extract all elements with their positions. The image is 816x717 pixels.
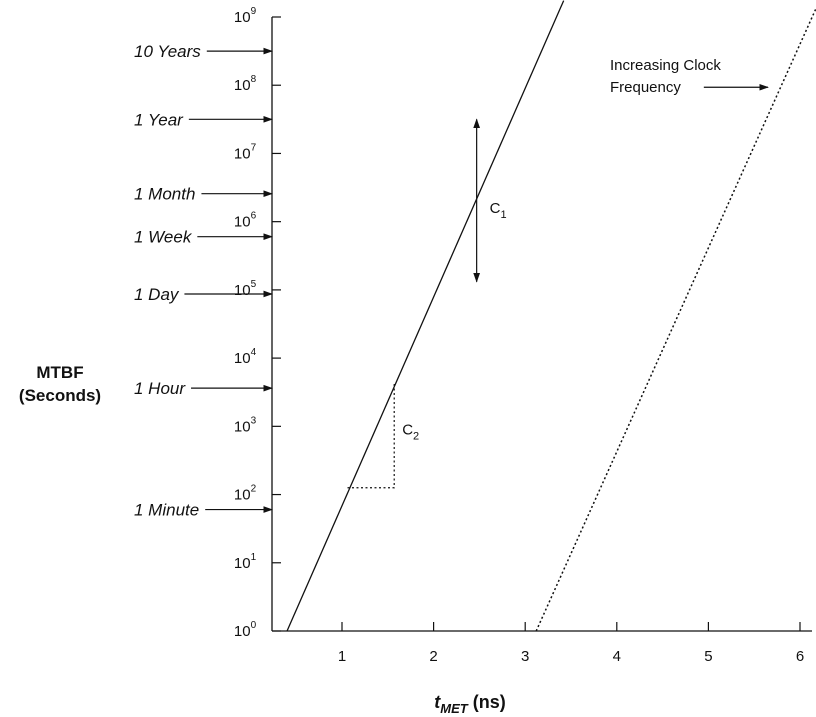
- y-tick-label: 106: [234, 211, 257, 231]
- reference-label: 10 Years: [134, 42, 201, 61]
- reference-label: 1 Month: [134, 185, 195, 204]
- y-axis-ticks: 100 101 102 103 104 105 106 107 108 109: [234, 6, 281, 640]
- x-axis-label-unit: (ns): [473, 692, 506, 712]
- x-tick-label: 4: [613, 648, 621, 665]
- c2-label: C2: [402, 422, 419, 443]
- y-tick-label: 104: [234, 347, 257, 367]
- x-tick-label: 3: [521, 648, 529, 665]
- reference-label: 1 Hour: [134, 379, 186, 398]
- reference-label: 1 Year: [134, 110, 184, 129]
- y-tick-label: 105: [234, 279, 257, 299]
- x-axis-label-sub: MET: [440, 701, 469, 716]
- y-tick-label: 100: [234, 620, 257, 640]
- reference-label: 1 Minute: [134, 501, 199, 520]
- clock-frequency-label-line1: Increasing Clock: [610, 57, 721, 74]
- y-axis-label-line2: (Seconds): [19, 386, 101, 405]
- annotations: C1 C2 Increasing Clock Frequency: [347, 57, 769, 489]
- x-tick-label: 6: [796, 648, 804, 665]
- reference-label: 1 Day: [134, 285, 180, 304]
- y-tick-label: 108: [234, 74, 257, 94]
- x-axis-label-main: t: [434, 692, 441, 712]
- y-tick-label: 109: [234, 6, 257, 26]
- y-tick-label: 101: [234, 552, 257, 572]
- x-tick-label: 1: [338, 648, 346, 665]
- reference-label: 1 Week: [134, 228, 193, 247]
- x-tick-label: 5: [704, 648, 712, 665]
- y-tick-label: 107: [234, 142, 257, 162]
- c2-slope-triangle: [347, 381, 395, 489]
- solid-series-line: [286, 0, 565, 632]
- y-axis-label-line1: MTBF: [36, 363, 83, 382]
- x-axis-label: tMET (ns): [434, 692, 505, 716]
- y-tick-label: 103: [234, 415, 257, 435]
- clock-frequency-label-line2: Frequency: [610, 79, 681, 96]
- x-axis-ticks: 1 2 3 4 5 6: [338, 622, 804, 665]
- series-lines: [286, 0, 816, 632]
- reference-markers: 10 Years 1 Year 1 Month 1 Week 1 Day 1 Hour 1 …: [134, 42, 273, 520]
- axes: [271, 17, 812, 632]
- x-tick-label: 2: [429, 648, 437, 665]
- c1-label: C1: [490, 200, 507, 221]
- dotted-series-line: [535, 6, 816, 632]
- y-tick-label: 102: [234, 484, 257, 504]
